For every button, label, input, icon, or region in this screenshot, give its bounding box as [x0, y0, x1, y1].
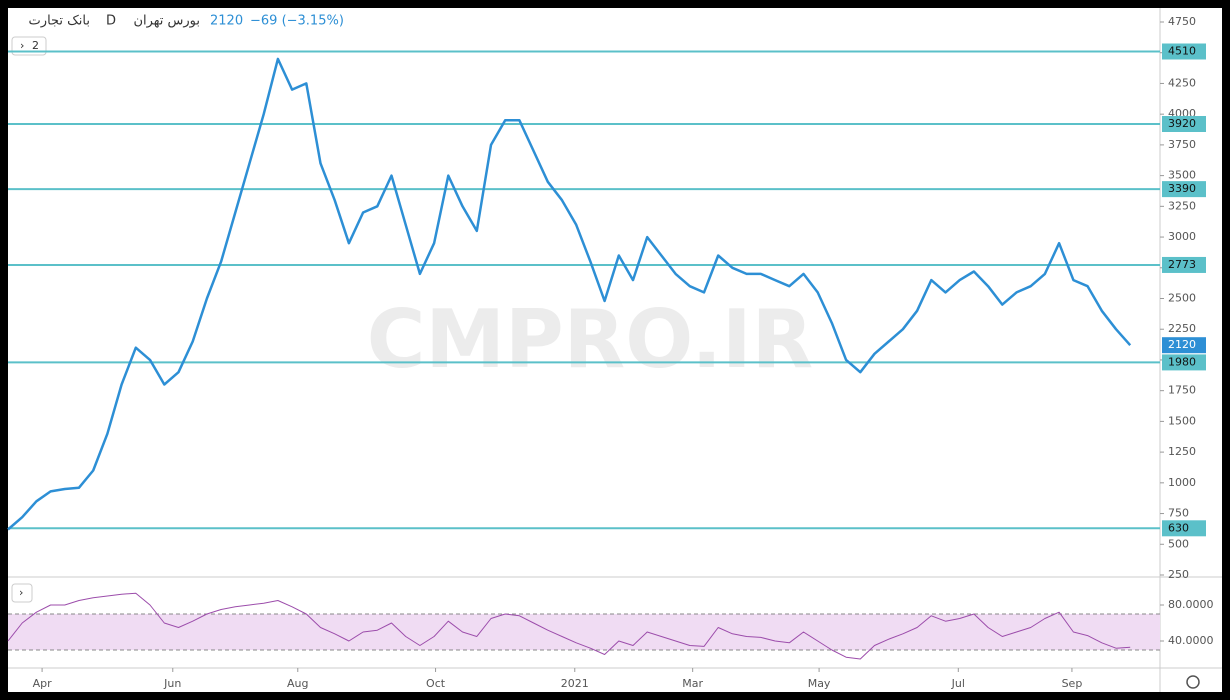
level-label-box	[1162, 256, 1206, 273]
rsi-toggle[interactable]	[11, 583, 33, 603]
y-tick-label: 4750	[1168, 15, 1196, 28]
level-label: 4510	[1168, 44, 1196, 57]
y-tick-label: 3000	[1168, 230, 1196, 243]
y-tick-label: 3500	[1168, 169, 1196, 182]
rsi-band	[8, 614, 1160, 650]
level-label: 2773	[1168, 258, 1196, 271]
y-tick-label: 3750	[1168, 138, 1196, 151]
x-tick-label: Apr	[33, 677, 53, 690]
y-tick-label: 1500	[1168, 414, 1196, 427]
level-label-box	[1162, 520, 1206, 537]
x-tick-label: Oct	[426, 677, 446, 690]
indicator-count: 2	[32, 39, 39, 52]
collapse-arrow: ›	[20, 39, 24, 52]
x-tick-label: Mar	[682, 677, 703, 690]
symbol: بانک تجارت	[29, 14, 90, 29]
y-tick-label: 750	[1168, 507, 1189, 520]
level-label: 1980	[1168, 355, 1196, 368]
y-tick-label: 3250	[1168, 199, 1196, 212]
x-tick-label: 2021	[561, 677, 589, 690]
rsi-tick-label: 80.0000	[1168, 598, 1214, 611]
level-label: 3920	[1168, 117, 1196, 130]
rsi-line	[7, 592, 1131, 660]
rsi-arrow: ›	[19, 586, 23, 599]
x-tick-label: Jul	[951, 677, 965, 690]
chart-background	[8, 8, 1222, 692]
level-label-box	[1162, 43, 1206, 60]
x-tick-label: Jun	[163, 677, 181, 690]
level-label: 3390	[1168, 182, 1196, 195]
level-label-box	[1162, 115, 1206, 132]
x-tick-label: Aug	[287, 677, 308, 690]
rsi-tick-label: 40.0000	[1168, 634, 1214, 647]
last-price: 2120	[210, 14, 243, 29]
last-price-label: 2120	[1168, 338, 1196, 351]
y-tick-label: 250	[1168, 568, 1189, 581]
exchange: بورس تهران	[133, 14, 200, 29]
level-label-box	[1162, 354, 1206, 371]
y-tick-label: 1250	[1168, 445, 1196, 458]
settings-icon[interactable]	[1186, 675, 1200, 689]
x-tick-label: May	[808, 677, 831, 690]
y-tick-label: 1000	[1168, 476, 1196, 489]
last-price-box	[1162, 337, 1206, 354]
y-tick-label: 1750	[1168, 384, 1196, 397]
y-tick-label: 2500	[1168, 292, 1196, 305]
y-tick-label: 2250	[1168, 322, 1196, 335]
level-label-box	[1162, 181, 1206, 198]
y-tick-label: 500	[1168, 537, 1189, 550]
interval: D	[106, 14, 116, 29]
y-tick-label: 4250	[1168, 76, 1196, 89]
watermark: CMPRO.IR	[367, 293, 814, 386]
level-label: 630	[1168, 521, 1189, 534]
x-tick-label: Sep	[1062, 677, 1083, 690]
price-change: −69 (−3.15%)	[250, 14, 344, 29]
price-line	[7, 57, 1132, 531]
